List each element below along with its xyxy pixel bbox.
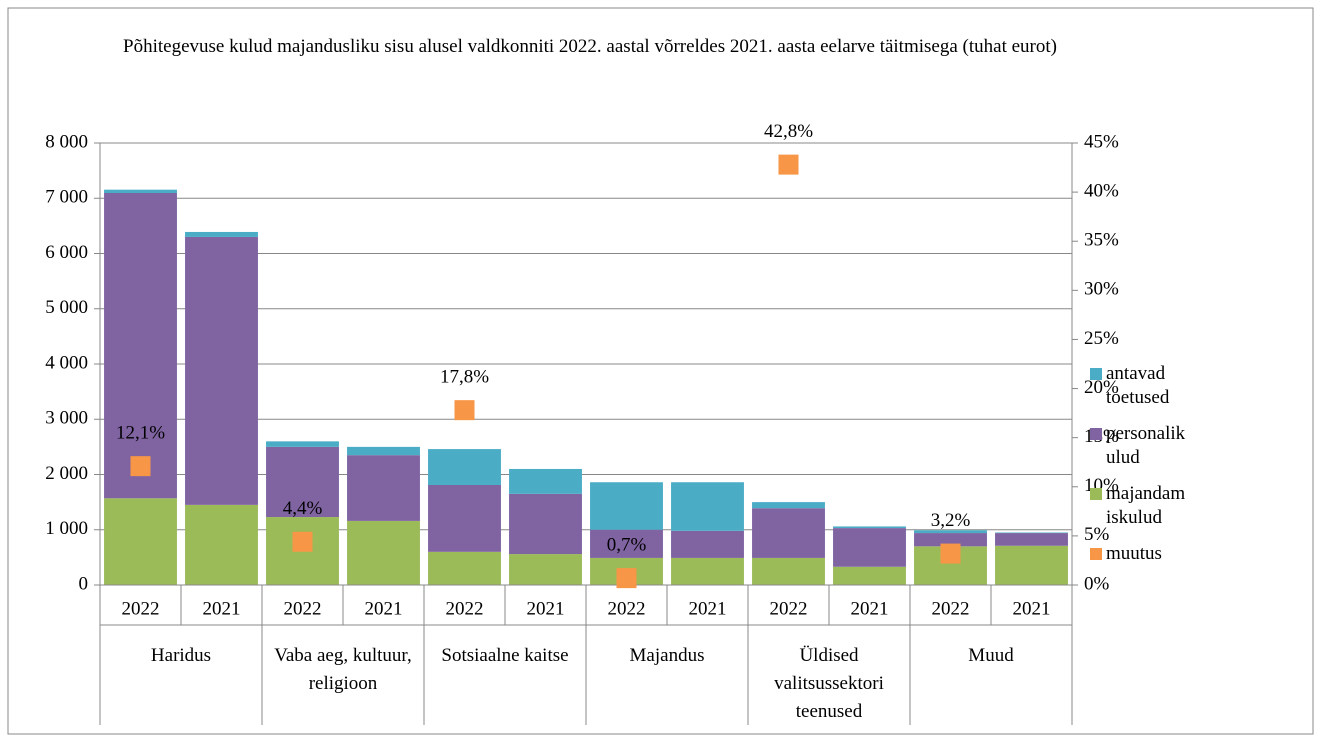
legend-item: majandamiskulud (1090, 482, 1190, 530)
group-label: Muud (968, 645, 1014, 666)
marker (130, 456, 151, 477)
bar-segment (104, 193, 177, 499)
legend: antavad toetused personalikulud majandamis… (1090, 362, 1190, 578)
y2-tick-label: 20% (1084, 377, 1119, 398)
y2-tick-label: 35% (1084, 230, 1119, 251)
data-label: 0,7% (607, 534, 647, 555)
legend-item: muutus (1090, 542, 1190, 566)
bar-segment (104, 498, 177, 585)
y2-tick-label: 30% (1084, 279, 1119, 300)
bar-segment (590, 529, 663, 558)
x-tick-label: 2022 (932, 598, 970, 619)
x-tick-label: 2021 (851, 598, 889, 619)
data-label: 12,1% (116, 423, 165, 444)
bar-segment (347, 446, 420, 456)
marker (778, 154, 799, 175)
bar-segment (266, 441, 339, 447)
x-tick-label: 2022 (122, 598, 160, 619)
y2-tick-label: 25% (1084, 328, 1119, 349)
group-label: Haridus (151, 645, 211, 666)
group-label: Majandus (630, 645, 705, 666)
y2-tick-label: 45% (1084, 131, 1119, 152)
bar-segment (833, 528, 906, 567)
bar-segment (995, 545, 1068, 585)
x-tick-label: 2021 (689, 598, 727, 619)
legend-swatch (1090, 488, 1102, 500)
legend-label: muutus (1106, 543, 1162, 564)
x-tick-label: 2022 (446, 598, 484, 619)
y-tick-label: 8 000 (45, 131, 88, 152)
bar-segment (752, 508, 825, 558)
y2-tick-label: 5% (1084, 524, 1110, 545)
bar-segment (671, 530, 744, 558)
chart-title: Põhitegevuse kulud majandusliku sisu alu… (123, 36, 1057, 57)
legend-label: majandamiskulud (1106, 483, 1186, 528)
y-tick-label: 6 000 (45, 242, 88, 263)
y-tick-label: 3 000 (45, 408, 88, 429)
y2-tick-label: 0% (1084, 573, 1110, 594)
group-label: Üldised valitsussektori teenused (774, 645, 884, 722)
bar-segment (995, 532, 1068, 534)
legend-item: personalikulud (1090, 422, 1190, 470)
data-label: 17,8% (440, 367, 489, 388)
marker (616, 568, 637, 589)
x-tick-label: 2022 (284, 598, 322, 619)
group-label: Sotsiaalne kaitse (441, 645, 568, 666)
bar-segment (428, 449, 501, 485)
bar-segment (752, 557, 825, 585)
bar-segment (185, 231, 258, 237)
legend-swatch (1090, 548, 1102, 560)
x-tick-label: 2021 (1013, 598, 1051, 619)
bar-segment (509, 493, 582, 555)
bar-segment (509, 468, 582, 494)
bar-segment (590, 482, 663, 530)
bar-segment (671, 482, 744, 531)
bar-segment (914, 530, 987, 534)
bar-segment (428, 551, 501, 585)
bar-segment (671, 557, 744, 585)
y2-tick-label: 40% (1084, 180, 1119, 201)
legend-label: personalikulud (1106, 423, 1186, 468)
bar-segment (185, 236, 258, 505)
data-label: 42,8% (764, 121, 813, 142)
y-tick-label: 0 (79, 573, 89, 594)
y-tick-label: 4 000 (45, 352, 88, 373)
marker (454, 400, 475, 421)
legend-swatch (1090, 428, 1102, 440)
bar-segment (104, 189, 177, 194)
x-tick-label: 2022 (608, 598, 646, 619)
x-tick-label: 2021 (203, 598, 241, 619)
y-tick-label: 7 000 (45, 187, 88, 208)
marker (292, 531, 313, 552)
bar-segment (266, 446, 339, 518)
bar-segment (509, 554, 582, 585)
bar-segment (428, 484, 501, 552)
bar-segment (752, 502, 825, 509)
x-tick-label: 2022 (770, 598, 808, 619)
bar-segment (833, 526, 906, 529)
group-label: Vaba aeg, kultuur, religioon (274, 645, 411, 694)
x-tick-label: 2021 (527, 598, 565, 619)
legend-item: antavad toetused (1090, 362, 1190, 410)
y-tick-label: 5 000 (45, 297, 88, 318)
bar-segment (833, 566, 906, 585)
bar-segment (995, 533, 1068, 546)
legend-swatch (1090, 368, 1102, 380)
data-label: 3,2% (931, 510, 971, 531)
bar-segment (185, 504, 258, 585)
bar-segment (347, 455, 420, 521)
x-tick-label: 2021 (365, 598, 403, 619)
marker (940, 543, 961, 564)
y-tick-label: 2 000 (45, 463, 88, 484)
bar-segment (347, 520, 420, 585)
y-tick-label: 1 000 (45, 518, 88, 539)
legend-label: antavad toetused (1106, 363, 1170, 408)
data-label: 4,4% (283, 498, 323, 519)
bar-segment (914, 533, 987, 547)
